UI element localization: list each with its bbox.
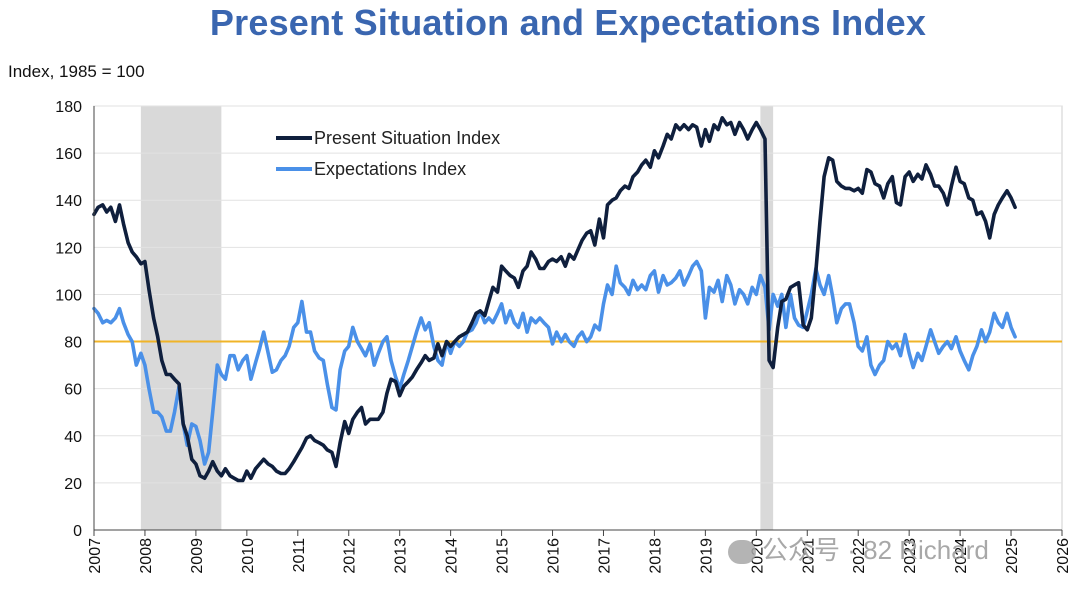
x-tick-label-2007: 2007 (87, 538, 104, 574)
x-tick-label-2014: 2014 (444, 538, 461, 574)
plot-border (93, 105, 1063, 531)
x-tick-label-2008: 2008 (138, 538, 155, 574)
wechat-logo-icon (728, 540, 756, 565)
x-tick-label-2013: 2013 (393, 538, 410, 574)
x-tick-label-2022: 2022 (851, 538, 868, 574)
x-tick-label-2025: 2025 (1004, 538, 1021, 574)
y-tick-label-40: 40 (64, 429, 82, 446)
x-tick-label-2012: 2012 (342, 538, 359, 574)
watermark-text: 公众号 · 82 Richard (762, 535, 989, 565)
y-axis-unit-label: Index, 1985 = 100 (8, 62, 145, 81)
chart-title: Present Situation and Expectations Index (209, 2, 927, 43)
plot-area (93, 105, 1063, 531)
x-tick-label-2010: 2010 (240, 538, 257, 574)
x-tick-label-2017: 2017 (596, 538, 613, 574)
y-tick-label-0: 0 (73, 523, 82, 540)
y-tick-label-160: 160 (55, 146, 82, 163)
y-tick-label-120: 120 (55, 240, 82, 257)
y-tick-label-100: 100 (55, 287, 82, 304)
x-tick-label-2016: 2016 (546, 538, 563, 574)
x-tick-label-2021: 2021 (800, 538, 817, 574)
y-tick-label-80: 80 (64, 335, 82, 352)
x-tick-label-2023: 2023 (902, 538, 919, 574)
x-tick-label-2011: 2011 (291, 538, 308, 573)
x-tick-label-2019: 2019 (698, 538, 715, 574)
x-tick-label-2026: 2026 (1055, 538, 1072, 574)
x-tick-label-2009: 2009 (189, 538, 206, 574)
x-tick-label-2018: 2018 (647, 538, 664, 574)
legend: Present Situation Index Expectations Inde… (276, 128, 500, 179)
x-tick-label-2024: 2024 (953, 538, 970, 574)
axes: 0 20 40 60 80 100 120 140 160 180 2007 2008 2009 2010… (55, 99, 1072, 574)
legend-label-1: Expectations Index (314, 159, 466, 179)
present-situation-line (92, 116, 1017, 483)
x-tick-label-2015: 2015 (495, 538, 512, 574)
y-tick-label-140: 140 (55, 193, 82, 210)
y-tick-label-180: 180 (55, 99, 82, 116)
legend-label-0: Present Situation Index (314, 128, 500, 148)
series-lines (92, 116, 1017, 483)
y-tick-label-20: 20 (64, 476, 82, 493)
watermark: 公众号 · 82 Richard (728, 530, 989, 567)
expectations-line (92, 259, 1017, 466)
y-tick-label-60: 60 (64, 382, 82, 399)
